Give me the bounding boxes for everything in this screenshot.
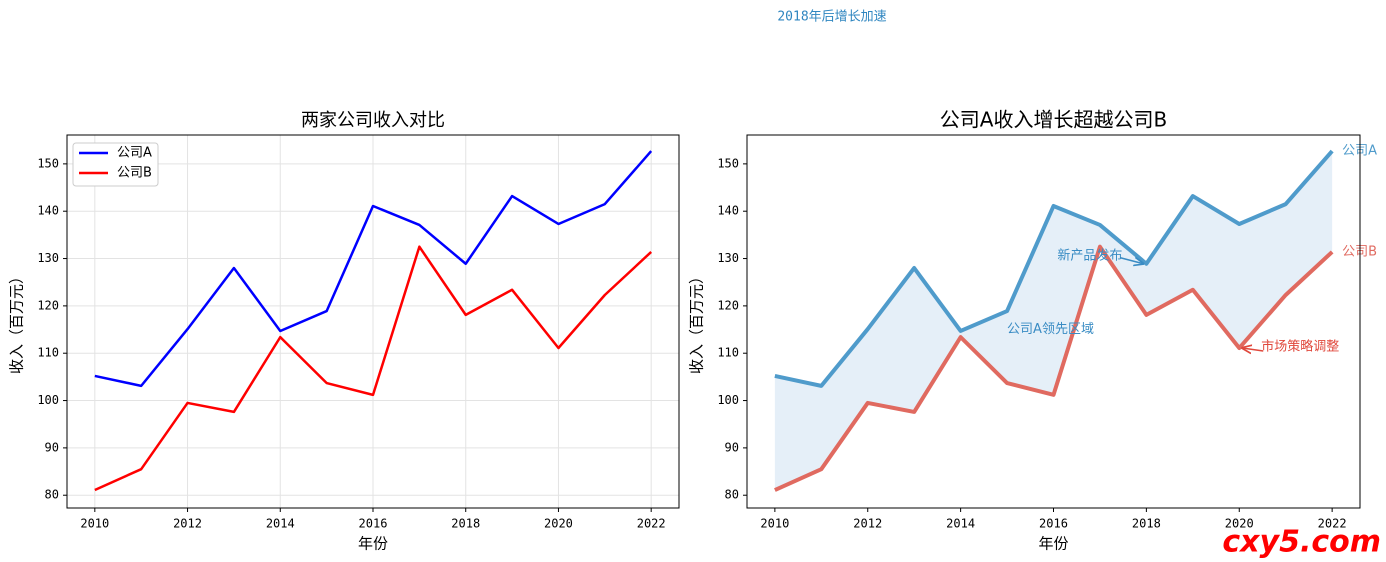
legend-label: 公司B (117, 166, 152, 181)
x-tick-label: 2010 (760, 517, 789, 531)
y-tick-label: 110 (717, 346, 739, 360)
x-tick-label: 2016 (1039, 517, 1068, 531)
x-axis-label: 年份 (358, 535, 388, 553)
series-line (94, 245, 653, 492)
x-tick-label: 2020 (544, 517, 573, 531)
y-axis-label: 收入（百万元） (688, 269, 706, 374)
y-tick-label: 90 (725, 440, 739, 454)
y-tick-label: 140 (37, 204, 59, 218)
x-tick-label: 2022 (637, 517, 666, 531)
y-axis-label: 收入（百万元） (8, 269, 26, 374)
y-tick-label: 140 (717, 204, 739, 218)
watermark: cxy5.com (1222, 525, 1381, 560)
x-tick-label: 2018 (1132, 517, 1161, 531)
series-line (94, 150, 653, 388)
plot-frame (66, 134, 680, 509)
chart-title: 公司A收入增长超越公司B (940, 108, 1167, 132)
x-axis-label: 年份 (1038, 535, 1068, 553)
annotation: 市场策略调整 (1261, 339, 1339, 355)
y-tick-label: 100 (37, 393, 59, 407)
x-tick-label: 2012 (173, 517, 202, 531)
figure-note: 2018年后增长加速 (777, 10, 886, 25)
legend-label: 公司A (117, 146, 152, 161)
y-tick-label: 130 (37, 251, 59, 265)
y-tick-label: 150 (37, 156, 59, 170)
x-tick-label: 2022 (1318, 517, 1347, 531)
y-tick-label: 120 (717, 298, 739, 312)
x-tick-label: 2018 (451, 517, 480, 531)
y-tick-label: 80 (45, 488, 59, 502)
y-tick-label: 100 (717, 393, 739, 407)
y-tick-label: 120 (37, 298, 59, 312)
plot-frame (746, 134, 1361, 509)
y-tick-label: 110 (37, 346, 59, 360)
annotation: 公司A领先区域 (1007, 322, 1094, 337)
fill-between (774, 151, 1333, 491)
x-tick-label: 2014 (266, 517, 295, 531)
x-tick-label: 2020 (1225, 517, 1254, 531)
series-line (774, 244, 1334, 492)
series-line (774, 149, 1334, 388)
x-tick-label: 2016 (359, 517, 388, 531)
chart-title: 两家公司收入对比 (301, 110, 445, 131)
annotation-arrow (1120, 258, 1143, 264)
y-tick-label: 150 (717, 156, 739, 170)
x-tick-label: 2010 (80, 517, 109, 531)
y-tick-label: 130 (717, 251, 739, 265)
y-tick-label: 80 (725, 488, 739, 502)
annotation-arrow (1242, 348, 1264, 351)
annotation: 新产品发布 (1057, 247, 1122, 263)
x-tick-label: 2012 (853, 517, 882, 531)
y-tick-label: 90 (45, 440, 59, 454)
x-tick-label: 2014 (946, 517, 975, 531)
